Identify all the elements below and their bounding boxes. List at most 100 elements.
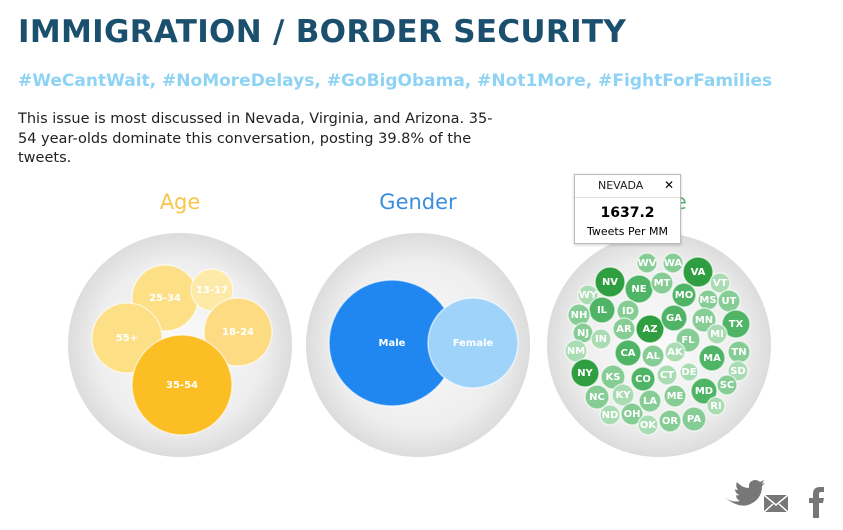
bubble-label: ID	[622, 306, 634, 317]
bubble	[584, 384, 610, 410]
twitter-icon[interactable]	[724, 480, 765, 506]
bubble-label: DE	[681, 367, 696, 378]
mail-flap	[763, 494, 789, 513]
bubble-label: AK	[667, 347, 684, 358]
bubble-label: MA	[703, 353, 721, 364]
bubble	[590, 328, 612, 350]
bubble-label: FL	[681, 335, 695, 346]
tooltip: NEVADA ✕ 1637.2 Tweets Per MM	[574, 174, 681, 244]
bubble-label: WV	[638, 258, 657, 269]
bubble-label: NC	[589, 392, 605, 403]
bubble-label: SC	[720, 380, 735, 391]
bubble-label: NY	[577, 368, 593, 379]
bubble	[664, 341, 686, 363]
bubble-label: CT	[660, 370, 674, 381]
bubble-label: OK	[640, 420, 658, 431]
bubble	[658, 409, 682, 433]
bubble	[709, 272, 731, 294]
tooltip-value: 1637.2	[600, 205, 655, 221]
bubble-label: Male	[379, 338, 406, 349]
bubble-label: RI	[710, 401, 721, 412]
bubble-label: NH	[571, 310, 588, 321]
tooltip-state: NEVADA	[575, 175, 680, 198]
tooltip-close[interactable]: ✕	[663, 178, 674, 192]
bubble-label: ND	[602, 410, 619, 421]
bubble	[690, 377, 718, 405]
bubble-label: IN	[595, 334, 607, 345]
bubble-label: OH	[624, 409, 641, 420]
bubble	[570, 358, 600, 388]
bubble-label: WA	[664, 258, 683, 269]
bubble	[636, 252, 658, 274]
bubble	[203, 297, 273, 367]
bubble-label: MD	[695, 386, 713, 397]
bubble-label: CA	[620, 348, 635, 359]
description: This issue is most discussed in Nevada, …	[18, 111, 493, 167]
bubble-label: KS	[606, 372, 621, 383]
bubble-label: AZ	[643, 324, 658, 335]
panel: StateWVWANVNEVAMTVTMOMSUTWYIDILNHARAZGAM…	[547, 190, 771, 457]
bubble	[706, 396, 726, 416]
bubble-label: MN	[695, 315, 713, 326]
bubble	[698, 344, 726, 372]
bubble-label: NM	[567, 346, 585, 357]
bubble	[663, 384, 687, 408]
bubble	[650, 271, 674, 295]
bubble	[679, 362, 699, 382]
bubble	[630, 366, 656, 392]
bubble	[727, 360, 749, 382]
bubble-label: ME	[667, 391, 684, 402]
bubble-label: LA	[643, 396, 657, 407]
bubble-label: 35-54	[166, 380, 198, 391]
bubble-label: MO	[675, 290, 693, 301]
bubble	[638, 389, 662, 413]
bubble-label: IL	[597, 305, 608, 316]
bubble	[614, 339, 642, 367]
bubble-label: Female	[453, 338, 494, 349]
share-icons	[724, 480, 824, 518]
bubble	[706, 323, 728, 345]
bubble-label: NJ	[577, 328, 589, 339]
bubble-label: 18-24	[222, 327, 254, 338]
bubble	[641, 344, 665, 368]
bubble	[681, 406, 707, 432]
bubble	[635, 314, 665, 344]
bubble-label: 25-34	[149, 293, 181, 304]
bubble-label: NE	[631, 284, 646, 295]
panel-title: Age	[160, 190, 201, 214]
bubble	[656, 364, 678, 386]
page-title: IMMIGRATION / BORDER SECURITY	[18, 14, 627, 50]
bubble-label: VT	[713, 278, 728, 289]
bubble-label: GA	[666, 313, 682, 324]
bubble-label: MI	[710, 329, 724, 340]
bubble-label: AL	[646, 351, 661, 362]
bubble-label: MT	[654, 278, 671, 289]
bubble	[660, 304, 688, 332]
bubble	[682, 256, 714, 288]
panel-title: Gender	[379, 190, 457, 214]
bubble-label: NV	[602, 277, 618, 288]
tooltip-unit: Tweets Per MM	[587, 225, 668, 238]
bubble-label: MS	[699, 295, 716, 306]
bubble-label: KY	[616, 390, 632, 401]
bubble-label: SD	[730, 366, 746, 377]
bubble-label: CO	[635, 374, 651, 385]
bubble-label: UT	[722, 296, 737, 307]
bubble	[662, 252, 684, 274]
bubble	[427, 297, 519, 389]
bubble	[599, 404, 621, 426]
bubble	[671, 282, 697, 308]
bubble-label: TN	[731, 347, 746, 358]
bubble-label: TX	[729, 319, 744, 330]
panel: Gender Male Female	[306, 190, 530, 457]
bubble-label: PA	[687, 414, 701, 425]
bubble	[611, 383, 635, 407]
bubble	[721, 309, 751, 339]
bubble-label: AR	[616, 324, 632, 335]
bubble-label: 13-17	[196, 285, 228, 296]
hashtags: #WeCantWait, #NoMoreDelays, #GoBigObama,…	[18, 71, 773, 91]
facebook-icon[interactable]	[809, 487, 824, 518]
bubble	[594, 266, 626, 298]
bubble	[131, 334, 233, 436]
